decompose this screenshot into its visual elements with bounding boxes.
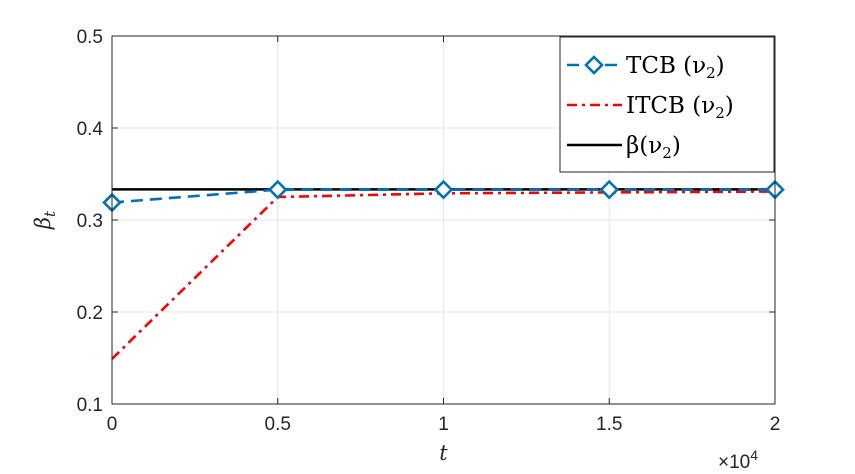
x-tick-label: 1.5 [596,414,622,435]
y-axis-label-text: βt [31,210,59,230]
data-point [599,179,620,200]
legend-label: ITCB (ν2) [626,93,734,122]
legend-label-main: β(ν [626,133,662,159]
legend-label-sub: 2 [715,104,725,122]
tick-labels: 0 0.5 1 1.5 2 0.1 0.2 0.3 0.4 0.5 [77,27,781,435]
x-tick-label: 2 [770,414,781,435]
y-axis-label: βt [31,210,59,230]
y-tick-label: 0.3 [77,211,103,232]
x-tick-label: 0 [107,414,118,435]
legend: TCB (ν2)ITCB (ν2)β(ν2) [559,36,775,173]
y-axis-label-sub: t [41,210,59,217]
legend-marker [584,55,604,75]
y-tick-label: 0.2 [77,303,103,324]
data-point [267,179,288,200]
x-axis-label: t [439,441,448,465]
y-tick-label: 0.5 [77,27,103,48]
legend-label-sub: 2 [662,144,672,162]
y-tick-label: 0.4 [77,119,104,140]
x-tick-label: 1 [438,414,449,435]
legend-label: β(ν2) [626,133,681,162]
x-axis-exponent: ×104 [718,447,758,473]
legend-label-sub: 2 [706,64,716,82]
data-point [433,179,454,200]
legend-label-close: ) [725,93,734,119]
legend-label-close: ) [716,53,725,79]
legend-label-main: TCB (ν [626,53,706,79]
legend-label: TCB (ν2) [626,53,725,82]
legend-label-close: ) [672,133,681,159]
y-axis-label-base: β [31,217,55,230]
y-tick-label: 0.1 [77,395,103,416]
x-tick-label: 0.5 [265,414,291,435]
x-axis-exponent-power: 4 [750,447,758,463]
x-axis-exponent-base: ×10 [718,452,750,473]
legend-label-main: ITCB (ν [626,93,715,119]
